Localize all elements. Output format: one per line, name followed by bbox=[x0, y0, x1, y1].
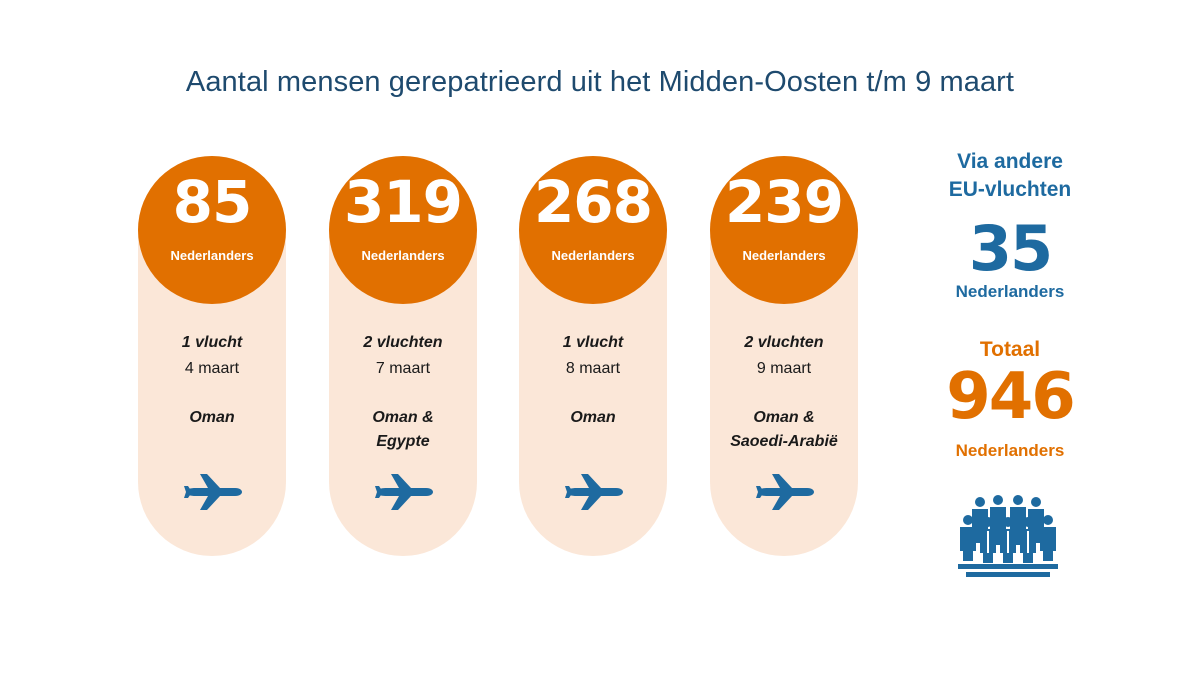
count-number: 268 bbox=[533, 168, 653, 236]
destination-label: Oman bbox=[570, 409, 616, 426]
airplane-icon bbox=[565, 474, 623, 510]
page-title: Aantal mensen gerepatrieerd uit het Midd… bbox=[185, 66, 1015, 98]
flights-label: 2 vluchten bbox=[744, 334, 824, 351]
count-circle: 239 Nederlanders bbox=[710, 156, 858, 304]
count-circle: 319 Nederlanders bbox=[329, 156, 477, 304]
flights-label: 1 vlucht bbox=[562, 334, 624, 351]
count-number: 319 bbox=[343, 168, 463, 236]
date-label: 7 maart bbox=[375, 360, 431, 377]
total-count: 946 bbox=[946, 360, 1076, 434]
count-circle: 85 Nederlanders bbox=[138, 156, 286, 304]
count-number: 239 bbox=[724, 168, 844, 236]
count-number: 85 bbox=[172, 168, 253, 236]
count-unit: Nederlanders bbox=[361, 248, 445, 263]
destination-label: Oman bbox=[189, 409, 235, 426]
column-2: 319 Nederlanders 2 vluchten 7 maart Oman… bbox=[329, 156, 477, 556]
date-label: 4 maart bbox=[184, 360, 240, 377]
count-unit: Nederlanders bbox=[742, 248, 826, 263]
flights-label: 1 vlucht bbox=[181, 334, 243, 351]
via-eu-count: 35 bbox=[968, 212, 1053, 285]
date-label: 9 maart bbox=[756, 360, 812, 377]
airplane-icon bbox=[375, 474, 433, 510]
destination-label: Oman & Egypte bbox=[372, 409, 434, 450]
count-unit: Nederlanders bbox=[551, 248, 635, 263]
people-group-icon bbox=[958, 495, 1058, 577]
via-eu-label: Via andere EU-vluchten bbox=[948, 150, 1072, 201]
destination-label: Oman & Saoedi-Arabië bbox=[730, 409, 838, 450]
column-3: 268 Nederlanders 1 vlucht 8 maart Oman bbox=[519, 156, 667, 556]
column-1: 85 Nederlanders 1 vlucht 4 maart Oman bbox=[138, 156, 286, 556]
airplane-icon bbox=[756, 474, 814, 510]
via-eu-unit: Nederlanders bbox=[955, 282, 1065, 301]
airplane-icon bbox=[184, 474, 242, 510]
total-unit: Nederlanders bbox=[955, 441, 1065, 460]
date-label: 8 maart bbox=[565, 360, 621, 377]
count-circle: 268 Nederlanders bbox=[519, 156, 667, 304]
column-4: 239 Nederlanders 2 vluchten 9 maart Oman… bbox=[710, 156, 858, 556]
count-unit: Nederlanders bbox=[170, 248, 254, 263]
flights-label: 2 vluchten bbox=[363, 334, 443, 351]
total-label: Totaal bbox=[979, 338, 1041, 361]
